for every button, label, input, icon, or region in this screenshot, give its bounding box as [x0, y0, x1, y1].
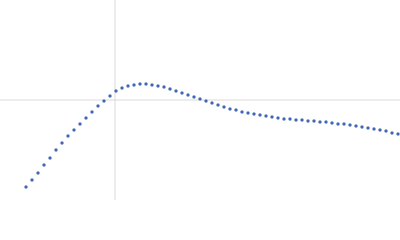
- point: [390, 131, 394, 135]
- point: [54, 148, 58, 152]
- point: [96, 104, 100, 108]
- point: [114, 89, 118, 93]
- point: [138, 82, 142, 86]
- point: [240, 110, 244, 114]
- point: [174, 89, 178, 93]
- point: [378, 128, 382, 132]
- point: [108, 94, 112, 98]
- point: [150, 83, 154, 87]
- point: [162, 85, 166, 89]
- point: [204, 99, 208, 103]
- point: [234, 108, 238, 112]
- point: [48, 156, 52, 160]
- point: [84, 116, 88, 120]
- point: [342, 122, 346, 126]
- point: [42, 163, 46, 167]
- point: [30, 178, 34, 182]
- point: [354, 124, 358, 128]
- page: (() => { const data = JSON.parse(documen…: [0, 0, 400, 200]
- point: [198, 97, 202, 101]
- point: [252, 112, 256, 116]
- point: [282, 117, 286, 121]
- point: [144, 82, 148, 86]
- point: [72, 128, 76, 132]
- point: [336, 122, 340, 126]
- point: [216, 103, 220, 107]
- point: [384, 129, 388, 133]
- point: [66, 134, 70, 138]
- point: [396, 132, 400, 136]
- point: [60, 141, 64, 145]
- point: [300, 118, 304, 122]
- point: [360, 125, 364, 129]
- point: [264, 114, 268, 118]
- point: [156, 84, 160, 88]
- point: [90, 110, 94, 114]
- point: [348, 123, 352, 127]
- point: [318, 120, 322, 124]
- point: [294, 118, 298, 122]
- point: [372, 127, 376, 131]
- point: [306, 119, 310, 123]
- point: [312, 119, 316, 123]
- point: [246, 111, 250, 115]
- point: [258, 113, 262, 117]
- point: [276, 116, 280, 120]
- point: [36, 171, 40, 175]
- point: [366, 126, 370, 130]
- point: [288, 117, 292, 121]
- point: [126, 84, 130, 88]
- point: [168, 87, 172, 91]
- point: [324, 120, 328, 124]
- point: [222, 105, 226, 109]
- point: [78, 122, 82, 126]
- point: [132, 83, 136, 87]
- point: [210, 101, 214, 105]
- point: [228, 107, 232, 111]
- point: [186, 93, 190, 97]
- point: [270, 115, 274, 119]
- point: [192, 95, 196, 99]
- point: [120, 86, 124, 90]
- point: [102, 99, 106, 103]
- point: [180, 91, 184, 95]
- chart: [0, 0, 400, 200]
- point: [330, 121, 334, 125]
- point: [24, 185, 28, 189]
